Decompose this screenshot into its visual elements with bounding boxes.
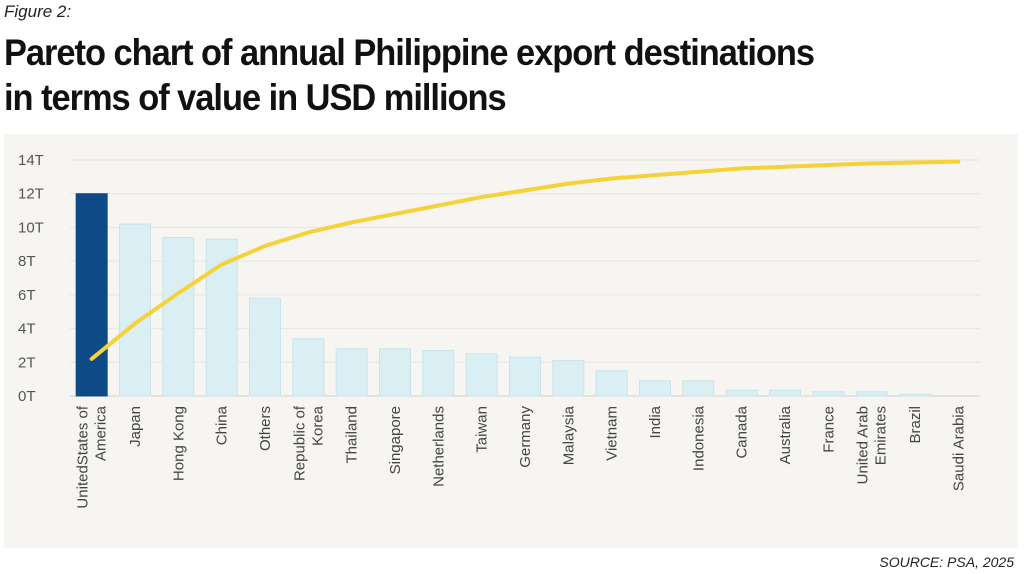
y-tick-label: 6T — [18, 287, 36, 304]
x-tick-label: Brazil — [907, 406, 924, 444]
y-tick-label: 4T — [18, 321, 36, 338]
x-tick-label: UnitedStates of — [75, 405, 92, 508]
x-tick-label: Republic of — [291, 405, 308, 481]
x-tick-label: China — [214, 405, 231, 445]
x-tick-label: India — [647, 405, 664, 438]
bar — [552, 360, 585, 397]
bar — [725, 389, 758, 397]
y-tick-label: 12T — [18, 186, 44, 203]
x-tick-label: Indonesia — [690, 405, 707, 471]
bar — [119, 223, 151, 397]
chart-title-line-1: Pareto chart of annual Philippine export… — [4, 32, 815, 73]
x-tick-label: Others — [257, 406, 274, 451]
pareto-chart: 0T 2T 4T 6T 8T 10T 12T 14T UnitedStates of Americ… — [18, 152, 980, 509]
x-tick-label: Hong Kong — [170, 406, 187, 481]
bar — [162, 237, 195, 397]
x-tick-label: Germany — [517, 406, 534, 468]
y-tick-label: 2T — [18, 354, 36, 371]
bar — [639, 380, 671, 397]
bar — [595, 370, 628, 397]
x-tick-label: Saudi Arabia — [950, 405, 967, 491]
y-tick-label: 8T — [18, 253, 36, 270]
bar — [75, 193, 108, 397]
bar — [335, 348, 368, 397]
x-tick-label: Emirates — [873, 406, 890, 465]
x-tick-label: United Arab — [855, 406, 872, 484]
x-tick-label: Netherlands — [430, 406, 447, 487]
bar — [249, 297, 281, 397]
x-tick-label: France — [820, 406, 837, 453]
x-tick-label: Japan — [127, 406, 144, 447]
y-tick-label: 0T — [18, 388, 36, 405]
cumulative-line — [89, 159, 961, 361]
bar — [292, 338, 325, 397]
bar — [509, 356, 541, 397]
x-tick-label: Malaysia — [560, 405, 577, 465]
bar — [855, 391, 888, 397]
bar — [422, 349, 455, 397]
x-tick-label: Canada — [734, 405, 751, 458]
bar — [769, 389, 801, 397]
x-tick-label: Australia — [777, 405, 794, 464]
bar — [812, 391, 845, 397]
y-tick-label: 14T — [18, 152, 44, 169]
chart-title-line-2: in terms of value in USD millions — [4, 77, 507, 118]
x-tick-label: Thailand — [344, 406, 361, 464]
chart-title: Pareto chart of annual Philippine export… — [4, 30, 934, 120]
y-tick-label: 10T — [18, 219, 44, 236]
x-tick-label: Vietnam — [604, 406, 621, 461]
source-note: SOURCE: PSA, 2025 — [879, 554, 1014, 570]
x-tick-label: Taiwan — [474, 406, 491, 453]
x-tick-label: Singapore — [387, 406, 404, 474]
chart-panel: 0T 2T 4T 6T 8T 10T 12T 14T UnitedStates of Americ… — [4, 134, 1018, 548]
figure-label: Figure 2: — [4, 2, 72, 21]
bar — [682, 380, 715, 397]
x-tick-label: Korea — [309, 405, 326, 446]
x-tick-label: America — [93, 405, 110, 461]
bar — [379, 348, 411, 397]
bar — [465, 353, 498, 397]
bar — [899, 393, 931, 397]
